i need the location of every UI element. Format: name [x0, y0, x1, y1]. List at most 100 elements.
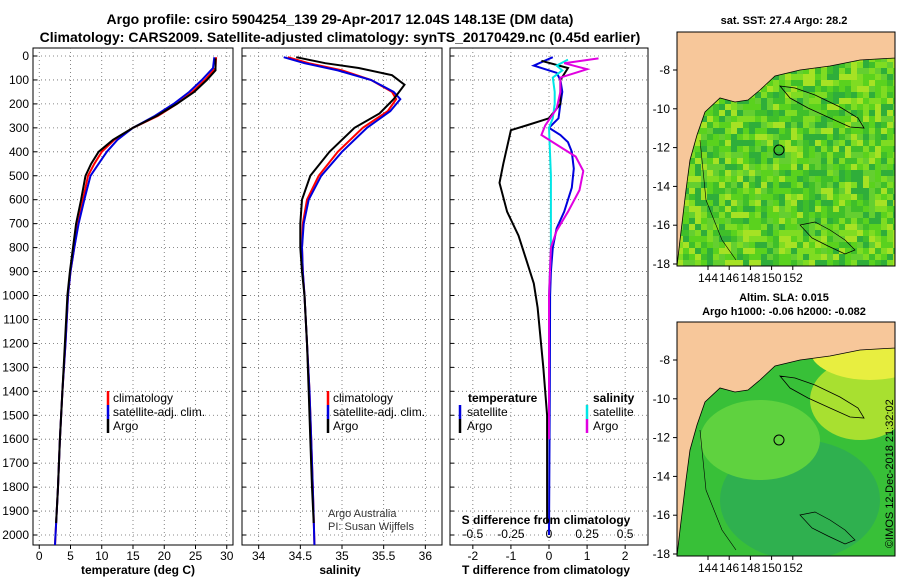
temperature-panel: 0 5 10 15 20 25 30 0 100 200 300 400 500 600 700 800 90… — [2, 47, 234, 577]
lat-tick-label: -16 — [653, 508, 671, 522]
sst-pixel — [821, 110, 827, 116]
sst-pixel — [839, 86, 845, 92]
sst-pixel — [719, 182, 725, 188]
sst-pixel — [767, 254, 773, 260]
sst-pixel — [845, 206, 851, 212]
sst-pixel — [767, 128, 773, 134]
sst-pixel — [887, 140, 893, 146]
sst-pixel — [719, 164, 725, 170]
sst-pixel — [815, 134, 821, 140]
sst-pixel — [743, 176, 749, 182]
sst-pixel — [833, 200, 839, 206]
sst-pixel — [797, 194, 803, 200]
lon-tick-label: 146 — [719, 271, 739, 285]
sst-pixel — [845, 86, 851, 92]
sst-pixel — [857, 182, 863, 188]
sst-pixel — [845, 128, 851, 134]
sst-pixel — [863, 62, 869, 68]
sst-pixel — [833, 218, 839, 224]
sst-pixel — [863, 170, 869, 176]
sst-pixel — [887, 230, 893, 236]
sst-pixel — [797, 212, 803, 218]
sst-pixel — [863, 206, 869, 212]
sst-pixel — [893, 140, 895, 146]
credit-pi: PI: Susan Wijffels — [328, 521, 414, 533]
sst-pixel — [725, 254, 731, 260]
sst-pixel — [845, 110, 851, 116]
sst-pixel — [785, 206, 791, 212]
sst-pixel — [719, 236, 725, 242]
sst-pixel — [773, 206, 779, 212]
sst-pixel — [827, 146, 833, 152]
sst-pixel — [833, 134, 839, 140]
sst-pixel — [887, 116, 893, 122]
sst-pixel — [779, 176, 785, 182]
sla-map-lat-ticks: -8 -10 -12 -14 -16 -18 — [653, 353, 677, 561]
sst-pixel — [893, 200, 895, 206]
sst-pixel — [749, 158, 755, 164]
sst-pixel — [737, 236, 743, 242]
lat-tick-label: -12 — [653, 141, 671, 155]
sst-pixel — [839, 260, 845, 266]
sst-pixel — [893, 56, 895, 62]
sst-pixel — [749, 218, 755, 224]
sla-map-lon-ticks: 144 146 148 150 152 — [698, 556, 803, 575]
sst-pixel — [809, 224, 815, 230]
sst-pixel — [725, 104, 731, 110]
sst-pixel — [737, 104, 743, 110]
sst-pixel — [815, 152, 821, 158]
sst-pixel — [869, 236, 875, 242]
sst-pixel — [863, 200, 869, 206]
sst-pixel — [767, 230, 773, 236]
sst-pixel — [869, 206, 875, 212]
sst-pixel — [803, 98, 809, 104]
sst-pixel — [863, 134, 869, 140]
sst-pixel — [719, 98, 725, 104]
sst-pixel — [827, 218, 833, 224]
sst-pixel — [887, 158, 893, 164]
sst-pixel — [869, 254, 875, 260]
sst-pixel — [839, 194, 845, 200]
sst-pixel — [845, 104, 851, 110]
sst-pixel — [881, 122, 887, 128]
sst-pixel — [803, 116, 809, 122]
sst-pixel — [707, 194, 713, 200]
sst-pixel — [683, 206, 689, 212]
sst-pixel — [887, 110, 893, 116]
sst-pixel — [761, 188, 767, 194]
sst-pixel — [761, 248, 767, 254]
sst-pixel — [713, 194, 719, 200]
sst-pixel — [839, 110, 845, 116]
sst-pixel — [773, 236, 779, 242]
sst-pixel — [833, 236, 839, 242]
sst-pixel — [881, 146, 887, 152]
sst-pixel — [725, 116, 731, 122]
sst-pixel — [755, 104, 761, 110]
sst-pixel — [821, 188, 827, 194]
sst-pixel — [761, 194, 767, 200]
sst-pixel — [689, 212, 695, 218]
sst-pixel — [887, 56, 893, 62]
sst-pixel — [833, 248, 839, 254]
sst-pixel — [869, 122, 875, 128]
sst-pixel — [737, 254, 743, 260]
sst-pixel — [779, 236, 785, 242]
sst-pixel — [887, 206, 893, 212]
sst-pixel — [737, 260, 743, 266]
sst-pixel — [863, 74, 869, 80]
sst-map-lat-ticks: -8 -10 -12 -14 -16 -18 — [653, 63, 677, 271]
sst-pixel — [809, 146, 815, 152]
sst-pixel — [779, 170, 785, 176]
sst-pixel — [785, 116, 791, 122]
y-tick-label: 400 — [9, 145, 29, 159]
sst-pixel — [761, 110, 767, 116]
sst-pixel — [701, 242, 707, 248]
sst-pixel — [833, 188, 839, 194]
sst-pixel — [767, 182, 773, 188]
sst-pixel — [725, 224, 731, 230]
lon-tick-label: 146 — [719, 561, 739, 575]
lat-tick-label: -8 — [659, 63, 670, 77]
sst-pixel — [893, 182, 895, 188]
sst-pixel — [833, 242, 839, 248]
sst-pixel — [755, 146, 761, 152]
